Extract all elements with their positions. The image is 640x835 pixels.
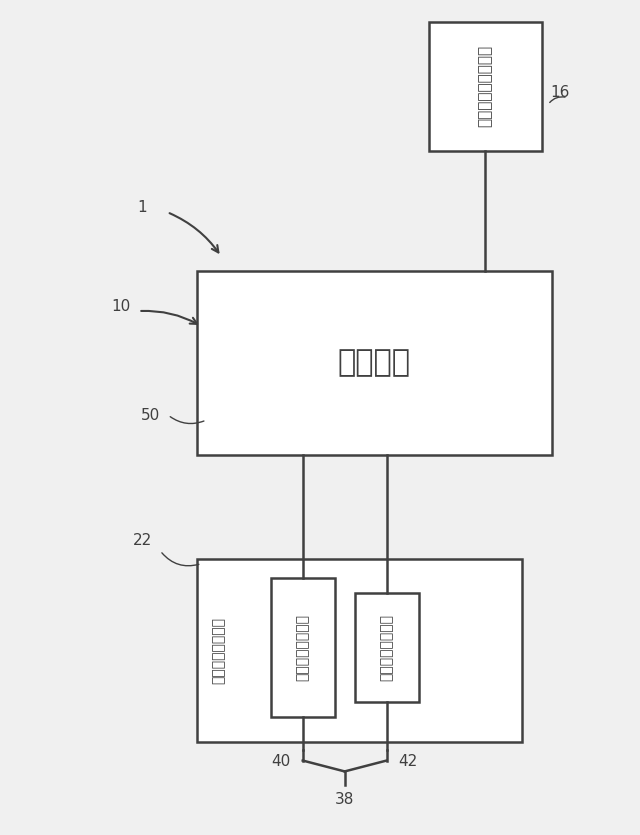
Text: 50: 50 [141,407,160,423]
Text: 40: 40 [271,754,291,768]
Bar [429,22,542,150]
Text: 16: 16 [550,85,570,100]
Bar [271,579,335,717]
Bar [196,271,552,454]
Text: 上方位置センサー: 上方位置センサー [296,615,310,681]
Text: 10: 10 [111,299,131,314]
Text: 42: 42 [399,754,418,768]
Text: 制御装置: 制御装置 [338,348,411,377]
Text: 38: 38 [335,792,355,807]
Bar [355,593,419,702]
Text: 下方位置センサー: 下方位置センサー [380,615,394,681]
Text: ダンサーローラー: ダンサーローラー [211,617,225,684]
Text: 縫い糸繰り出し装置: 縫い糸繰り出し装置 [478,45,493,128]
Text: 1: 1 [138,200,147,215]
Text: 22: 22 [132,534,152,549]
Bar [196,559,522,741]
